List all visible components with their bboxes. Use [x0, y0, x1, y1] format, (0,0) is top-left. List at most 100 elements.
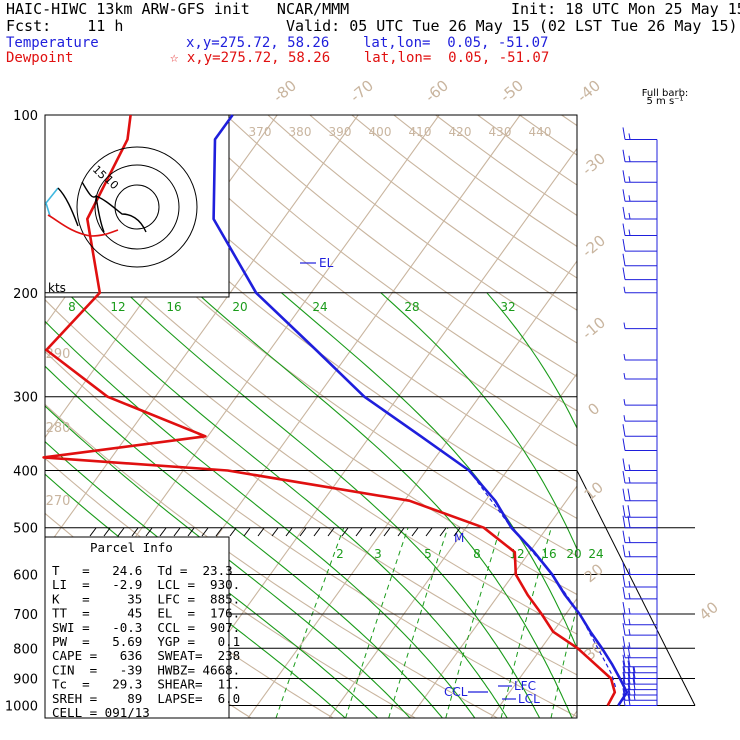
wind-barb-full: [622, 562, 626, 575]
wind-barb-half: [633, 694, 636, 701]
freezing-level-tick: [313, 527, 321, 537]
hodograph-ring: [94, 164, 180, 250]
parcel-info-row: PW = 5.69 YGP = 0.1: [52, 634, 240, 649]
pressure-tick-label: 700: [13, 608, 38, 623]
freezing-level-tick: [425, 527, 433, 537]
wind-barb-full: [622, 677, 626, 690]
wind-barb: [622, 530, 657, 544]
isotherm-label: -40: [574, 76, 604, 106]
mixing-ratio-line: [275, 527, 345, 718]
parcel-info-row: SWI = -0.3 CCL = 907.: [52, 620, 240, 635]
moist-adiabat-line: [45, 365, 443, 718]
wind-barb: [622, 688, 657, 701]
wind-barb-half: [628, 568, 631, 575]
el-marker-label: EL: [319, 256, 334, 270]
wind-barb-half: [628, 176, 631, 183]
dewpoint-legend: Dewpoint: [6, 50, 74, 66]
wind-barb-full: [622, 574, 626, 588]
wind-barb-full: [622, 206, 626, 220]
freezing-level-tick: [439, 527, 447, 537]
dry-adiabat-line: [45, 299, 577, 676]
dry-adiabat-label: 280: [46, 421, 71, 436]
wind-barb: [622, 488, 657, 502]
moist-adiabat-label: 440: [529, 125, 552, 139]
freezing-level-tick: [355, 527, 363, 537]
wind-barb: [623, 415, 657, 422]
wind-barb: [622, 544, 657, 558]
freezing-level-tick: [89, 527, 97, 537]
isotherm-label: 40: [696, 598, 722, 624]
isotherm-label: -10: [579, 313, 609, 343]
wind-barb-full: [632, 672, 636, 685]
mixing-ratio-label: 8: [68, 300, 76, 314]
moist-adiabat-line: [67, 292, 508, 718]
wind-barb-full: [622, 458, 626, 471]
wind-barb-half: [633, 688, 636, 696]
freezing-level-tick: [215, 527, 223, 537]
wind-barb-half: [623, 372, 626, 380]
wind-barb-half: [628, 536, 631, 543]
wind-barb: [622, 149, 657, 163]
moist-adiabat-line: [486, 292, 577, 430]
lfc-marker-label: LFC: [514, 679, 536, 693]
isotherm-label: -80: [270, 76, 300, 106]
wind-barb-full: [622, 149, 626, 162]
isotherm-line: [166, 147, 577, 718]
parcel-info-row: Tc = 29.3 SHEAR= 11.: [52, 677, 240, 692]
freezing-level-tick: [257, 527, 265, 537]
wind-barb-full: [632, 666, 636, 679]
wind-barb-full: [622, 672, 626, 685]
dry-adiabat-line: [45, 403, 498, 718]
parcel-info-row: CIN = -39 HWBZ= 4668.: [52, 662, 240, 677]
wind-barb: [622, 206, 657, 220]
wind-barb-full: [627, 666, 631, 679]
wind-barb-full: [622, 505, 626, 518]
hodograph-trace-mid: [57, 181, 147, 233]
plot-layer: [45, 115, 740, 718]
moist-adiabat-line: [45, 405, 411, 718]
freezing-level-tick: [453, 527, 461, 537]
mixing-ratio-label-low: 2: [336, 547, 344, 561]
wind-barb-full: [622, 515, 626, 528]
moist-adiabat-label: 420: [449, 125, 472, 139]
wind-barb: [622, 601, 657, 615]
wind-barb-full: [622, 253, 626, 266]
wind-barb-half: [628, 155, 631, 162]
wind-barb-full: [627, 693, 631, 706]
freezing-level-tick: [397, 527, 405, 537]
wind-barb-half: [623, 353, 626, 361]
mixing-ratio-label-low: 8: [473, 547, 481, 561]
isotherm-line: [409, 485, 577, 718]
wind-barb: [622, 470, 657, 484]
wind-barb: [622, 505, 657, 518]
parcel-info-row: K = 35 LFC = 885.: [52, 591, 240, 606]
wind-barb-full: [622, 170, 626, 183]
wind-barb-full: [622, 127, 626, 140]
moist-adiabat-label: 410: [409, 125, 432, 139]
lcl-marker-label: LCL: [518, 692, 540, 706]
freezing-level-tick: [117, 527, 125, 537]
wind-barb-full: [622, 438, 626, 451]
wind-barb: [622, 586, 657, 600]
dewpoint-location: ☆ x,y=275.72, 58.26 lat,lon= 0.05, -51.0…: [170, 50, 550, 66]
parcel-info-row: SREH = 89 LAPSE= 6.0: [52, 691, 240, 706]
dry-adiabat-line: [45, 197, 577, 596]
hodograph-ring: [114, 184, 160, 230]
freezing-level-tick: [131, 527, 139, 537]
isotherm-line: [653, 115, 740, 718]
wind-barb: [622, 612, 657, 626]
temperature-legend: Temperature: [6, 35, 99, 51]
model-title: HAIC-HIWC 13km ARW-GFS init NCAR/MMM: [6, 0, 350, 18]
mixing-ratio-label: 24: [312, 300, 327, 314]
moist-adiabat-label: 430: [489, 125, 512, 139]
freezing-level-tick: [411, 527, 419, 537]
wind-barb-full: [622, 654, 626, 667]
wind-barb-full: [627, 677, 631, 690]
wind-barb-full: [622, 688, 626, 701]
wind-barb-full: [627, 515, 631, 528]
wind-barb-half: [623, 399, 626, 406]
freezing-level-tick: [327, 527, 335, 537]
isotherm-line: [247, 260, 577, 718]
dry-adiabat-line: [99, 115, 577, 483]
